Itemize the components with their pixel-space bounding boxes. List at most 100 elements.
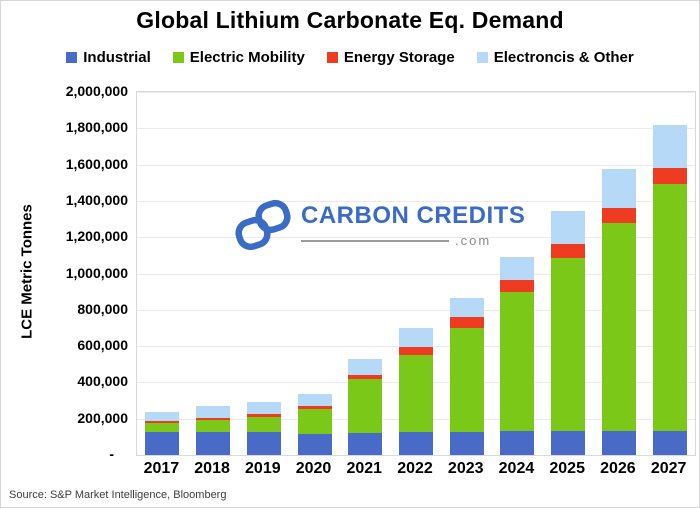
y-tick-label-0: -: [109, 446, 114, 462]
bar-2021: [348, 92, 383, 455]
y-tick-label-2000000: 2,000,000: [65, 83, 128, 99]
bar-segment-2024-electric-mobility: [500, 292, 535, 432]
x-tick-label-2020: 2020: [295, 460, 332, 477]
bar-segment-2019-energy-storage: [246, 414, 281, 417]
bar-segment-2027-electroncis-other: [652, 124, 687, 169]
bar-2017: [145, 92, 180, 455]
bar-segment-2025-electroncis-other: [551, 211, 586, 244]
bar-segment-2020-energy-storage: [297, 406, 332, 410]
bar-segment-2017-industrial: [145, 432, 180, 455]
bar-segment-2025-electric-mobility: [551, 258, 586, 432]
bar-segment-2019-industrial: [246, 431, 281, 455]
bar-segment-2022-energy-storage: [399, 346, 433, 355]
bar-segment-2026-industrial: [601, 431, 636, 455]
x-tick-label-2025: 2025: [549, 460, 585, 477]
bar-segment-2017-electroncis-other: [145, 412, 180, 422]
bar-2018: [196, 92, 231, 455]
x-tick-label-2023: 2023: [447, 460, 484, 477]
bar-segment-2018-industrial: [196, 432, 231, 455]
legend-marker-energy-storage: [326, 52, 338, 63]
x-tick-label-2026: 2026: [600, 460, 636, 477]
legend-marker-electric-mobility: [172, 52, 184, 63]
x-tick-label-2024: 2024: [498, 460, 535, 477]
bar-segment-2027-industrial: [652, 430, 687, 455]
legend-item-energy-storage: Energy Storage: [326, 49, 455, 66]
bar-segment-2024-energy-storage: [500, 280, 535, 293]
bar-segment-2020-industrial: [297, 433, 332, 455]
bar-2019: [246, 92, 281, 455]
y-tick-label-1000000: 1,000,000: [65, 264, 128, 281]
bar-2023: [449, 92, 484, 455]
carbon-credits-logo-icon: [235, 199, 291, 251]
legend-label-electric-mobility: Electric Mobility: [189, 49, 305, 66]
chart-title: Global Lithium Carbonate Eq. Demand: [136, 7, 564, 33]
gridline-800000: [137, 309, 695, 311]
bar-segment-2023-industrial: [449, 431, 484, 455]
bar-segment-2018-energy-storage: [196, 417, 231, 420]
bar-segment-2019-electroncis-other: [246, 401, 281, 415]
bar-segment-2027-electric-mobility: [652, 184, 687, 431]
gridline-1000000: [137, 273, 695, 275]
y-tick-label-200000: 200,000: [77, 409, 128, 426]
watermark: CARBON CREDITS .com: [233, 197, 525, 253]
y-tick-label-800000: 800,000: [77, 300, 128, 317]
gridline-1600000: [137, 164, 695, 166]
bar-2024: [500, 92, 535, 455]
bar-segment-2026-electric-mobility: [601, 222, 636, 432]
bar-segment-2017-electric-mobility: [145, 423, 180, 433]
bar-segment-2023-energy-storage: [449, 317, 484, 329]
legend-marker-electroncis-other: [476, 52, 488, 63]
legend-item-industrial: Industrial: [66, 49, 151, 66]
x-tick-label-2017: 2017: [143, 460, 180, 477]
y-tick-label-600000: 600,000: [77, 337, 128, 354]
legend-label-electroncis-other: Electroncis & Other: [493, 49, 634, 66]
y-tick-label-400000: 400,000: [77, 373, 128, 390]
x-tick-label-2027: 2027: [650, 460, 687, 477]
legend-item-electroncis-other: Electroncis & Other: [476, 49, 634, 66]
x-tick-label-2022: 2022: [397, 460, 433, 477]
bar-segment-2026-electroncis-other: [601, 169, 636, 209]
bar-segment-2025-industrial: [551, 431, 586, 455]
bar-segment-2022-industrial: [399, 431, 433, 455]
bar-2027: [652, 92, 687, 455]
legend-item-electric-mobility: Electric Mobility: [172, 49, 305, 66]
bar-segment-2021-electroncis-other: [348, 359, 383, 376]
bar-segment-2023-electroncis-other: [449, 297, 484, 318]
bar-segment-2019-electric-mobility: [246, 416, 281, 432]
watermark-brand: CARBON CREDITS: [301, 202, 526, 229]
gridline-2000000: [137, 92, 695, 93]
bar-segment-2018-electric-mobility: [196, 419, 231, 433]
legend-marker-industrial: [66, 52, 78, 63]
watermark-underline-row: .com: [301, 234, 525, 247]
bar-segment-2025-energy-storage: [551, 243, 586, 259]
bar-segment-2018-electroncis-other: [196, 405, 231, 418]
gridline-1200000: [137, 237, 695, 239]
watermark-underline: [301, 239, 449, 242]
watermark-text: CARBON CREDITS .com: [301, 197, 525, 247]
bar-segment-2022-electroncis-other: [399, 327, 433, 347]
bar-2026: [601, 92, 636, 455]
bar-segment-2021-industrial: [348, 432, 383, 455]
bar-2025: [551, 92, 586, 455]
bar-segment-2021-electric-mobility: [348, 379, 383, 433]
x-tick-label-2021: 2021: [346, 460, 383, 477]
x-tick-label-2018: 2018: [194, 460, 230, 477]
bar-segment-2024-industrial: [500, 431, 535, 455]
y-tick-label-1200000: 1,200,000: [65, 228, 128, 245]
legend: Industrial Electric Mobility Energy Storag…: [1, 49, 699, 66]
bar-segment-2022-electric-mobility: [399, 355, 433, 432]
bar-segment-2024-electroncis-other: [500, 257, 535, 281]
legend-label-industrial: Industrial: [83, 49, 151, 66]
source-note: Source: S&P Market Intelligence, Bloombe…: [9, 489, 227, 501]
watermark-domain: .com: [455, 233, 492, 248]
bar-segment-2020-electric-mobility: [297, 409, 332, 434]
y-tick-label-1800000: 1,800,000: [65, 119, 128, 136]
x-tick-label-2019: 2019: [245, 460, 281, 477]
bar-segment-2023-electric-mobility: [449, 328, 484, 432]
gridline-1400000: [137, 200, 695, 202]
bar-segment-2026-energy-storage: [601, 208, 636, 223]
bar-segment-2021-energy-storage: [348, 375, 383, 380]
gridline-1800000: [137, 128, 695, 130]
plot-area: [136, 91, 696, 456]
